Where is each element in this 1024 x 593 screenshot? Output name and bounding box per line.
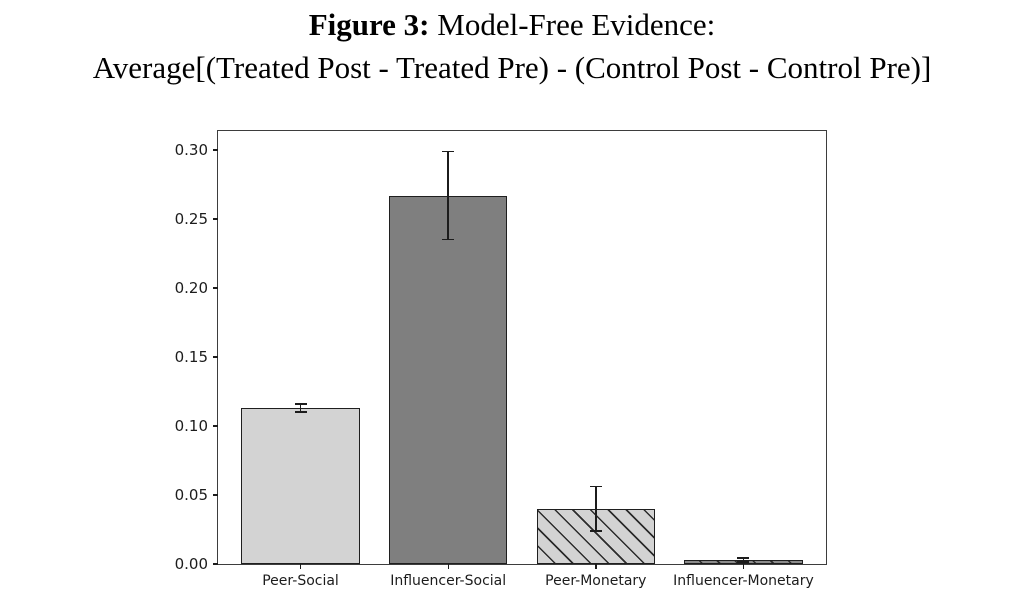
- x-tick-label-peer-monetary: Peer-Monetary: [545, 573, 647, 589]
- y-tick-label: 0.05: [174, 486, 208, 504]
- error-bar-cap-bottom-peer-monetary: [589, 530, 602, 532]
- x-tick-mark-peer-social: [299, 564, 302, 569]
- y-tick-mark: [213, 425, 218, 427]
- figure-number-label: Figure 3:: [308, 7, 430, 42]
- y-tick-label: 0.10: [174, 417, 208, 435]
- x-tick-label-influencer-social: Influencer-Social: [390, 573, 507, 589]
- y-tick-mark: [213, 287, 218, 289]
- figure-title: Figure 3: Model-Free Evidence: Average[(…: [0, 3, 1024, 90]
- figure-title-line1: Figure 3: Model-Free Evidence:: [0, 3, 1024, 46]
- error-bar-line-influencer-social: [447, 151, 449, 240]
- y-tick-mark: [213, 494, 218, 496]
- error-bar-cap-bottom-influencer-monetary: [737, 561, 750, 563]
- error-bar-cap-bottom-peer-social: [294, 411, 307, 413]
- x-tick-mark-peer-monetary: [595, 564, 597, 569]
- y-tick-label: 0.25: [174, 210, 208, 229]
- plot-area: 0.00 0.05 0.10 0.15 0.20 0.25 0.30 Peer-Social I…: [175, 130, 827, 589]
- error-bar-cap-top-peer-social: [294, 403, 307, 405]
- error-bar-line-peer-social: [299, 403, 302, 413]
- error-bar-cap-bottom-influencer-social: [442, 238, 455, 241]
- x-tick-label-peer-social: Peer-Social: [262, 573, 339, 589]
- y-tick-mark: [213, 218, 218, 220]
- y-tick-label: 0.30: [174, 141, 208, 160]
- error-bar-line-influencer-monetary: [742, 557, 745, 562]
- error-bar-line-peer-monetary: [595, 486, 597, 531]
- x-tick-mark-influencer-social: [447, 564, 449, 569]
- figure-title-line2: Average[(Treated Post - Treated Pre) - (…: [92, 50, 932, 86]
- error-bar-cap-top-peer-monetary: [589, 485, 602, 488]
- y-tick-mark: [213, 149, 218, 151]
- y-tick-label: 0.15: [174, 348, 208, 367]
- bar-peer-social: [241, 408, 360, 564]
- y-tick-mark: [213, 356, 218, 358]
- x-tick-mark-influencer-monetary: [742, 564, 745, 569]
- error-bar-cap-top-influencer-monetary: [737, 557, 750, 559]
- y-tick-mark: [213, 563, 218, 565]
- y-tick-label: 0.00: [174, 555, 208, 573]
- figure-title-text: Model-Free Evidence:: [429, 7, 716, 42]
- y-tick-label: 0.20: [174, 279, 208, 298]
- bar-influencer-social: [389, 195, 508, 564]
- x-tick-label-influencer-monetary: Influencer-Monetary: [673, 573, 814, 589]
- error-bar-cap-top-influencer-social: [442, 150, 455, 153]
